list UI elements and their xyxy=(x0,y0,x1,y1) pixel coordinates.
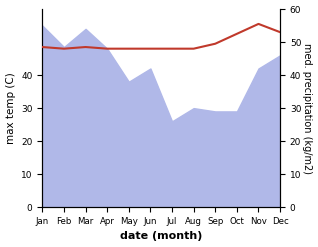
Y-axis label: max temp (C): max temp (C) xyxy=(5,72,16,144)
Y-axis label: med. precipitation (kg/m2): med. precipitation (kg/m2) xyxy=(302,43,313,174)
X-axis label: date (month): date (month) xyxy=(120,231,203,242)
